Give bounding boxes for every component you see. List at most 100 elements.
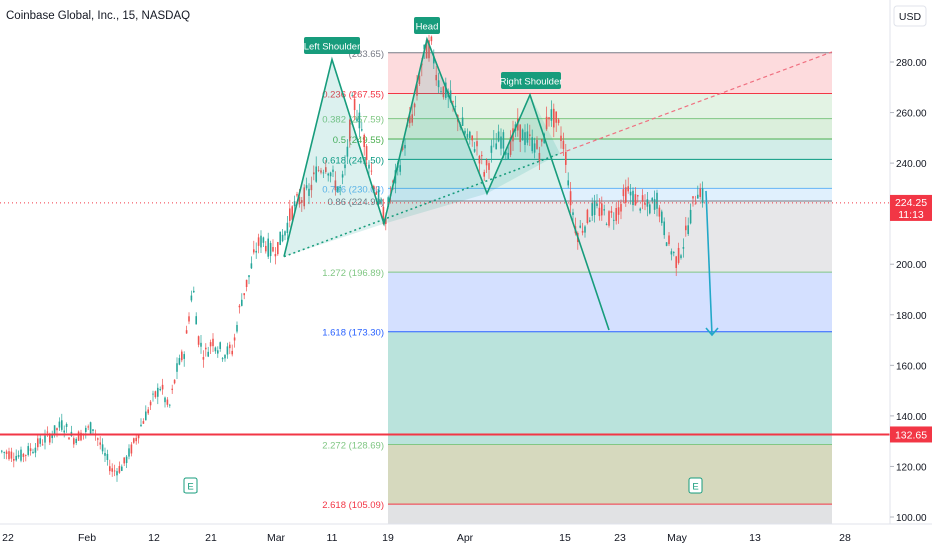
candle-body [632,190,634,206]
candle-body [195,316,197,325]
candle-body [509,137,512,155]
candle-body [61,420,63,430]
candle-body [169,404,171,406]
right-shoulder-label[interactable]: Right Shoulder [500,72,563,89]
candle-body [339,186,341,188]
left-shoulder-text: Left Shoulder [304,42,361,53]
candle-body [13,458,15,461]
candle-body [433,55,435,64]
candle-body [73,438,75,445]
candle-body [293,201,296,207]
candle-body [317,169,320,171]
candle-body [399,165,401,172]
candle-body [653,199,656,210]
candle-body [77,431,80,441]
projection-arrow-line [705,190,713,336]
left-shoulder-fill [284,59,384,257]
candle-body [557,119,560,123]
chart-title: Coinbase Global, Inc., 15, NASDAQ [6,10,190,22]
fib-zone [388,504,832,524]
head-label[interactable]: Head [414,17,440,34]
candle-body [145,411,147,421]
candle-body [41,444,44,446]
candle-body [586,209,589,223]
candle-body [260,235,262,248]
candle-body [315,166,317,182]
head-text: Head [416,22,439,33]
candle-body [3,452,5,453]
candle-body [440,91,442,93]
fib-level-label: 2.272 (128.69) [322,440,384,451]
candle-body [104,452,106,456]
candle-body [87,426,89,428]
candle-body [449,90,452,102]
candle-body [483,171,485,177]
fib-level-label: 0.86 (224.99) [327,197,384,208]
y-tick-label: 260.00 [896,109,927,120]
candle-body [454,105,457,107]
candle-body [567,180,569,186]
candle-body [656,192,658,209]
candle-body [670,251,673,255]
candle-body [63,430,65,433]
neckline-extension [559,51,833,155]
fibonacci-zones [388,52,832,524]
candle-body [205,347,207,350]
x-axis[interactable]: 22 Feb 12 21 Mar 11 19 Apr 15 23 May 13 28 [2,532,851,544]
candle-body [603,209,605,211]
x-tick-label: 22 [2,532,14,544]
candle-body [687,225,689,235]
candle-body [10,451,13,459]
candle-body [250,263,253,269]
candle-body [159,388,161,391]
candle-body [75,438,77,444]
candle-body [639,208,641,211]
candle-body [197,336,200,345]
candle-body [689,209,692,224]
candle-body [694,203,697,205]
earnings-marker-1[interactable]: E [183,477,198,494]
horizontal-line-price: 132.65 [895,429,927,441]
x-tick-label: 13 [749,532,761,544]
candle-body [183,354,185,359]
candle-body [637,195,639,197]
candle-body [245,279,248,288]
candle-body [562,140,565,150]
candle-body [519,124,521,143]
candle-body [598,207,601,217]
horizontal-line-badge: 132.65 [890,426,932,443]
currency-button[interactable] [893,5,927,27]
candle-body [303,187,305,207]
candle-body [233,337,236,341]
left-shoulder-label[interactable]: Left Shoulder [304,37,361,54]
candle-body [613,219,615,221]
fib-level-label: 0.236 (267.55) [322,89,384,100]
candle-body [572,212,574,215]
fib-zone [388,93,832,119]
candle-body [644,203,646,205]
candle-body [627,186,629,192]
candle-body [536,140,538,149]
fib-level-label: 1.272 (196.89) [322,268,384,279]
candle-body [382,206,385,225]
candle-body [128,448,130,457]
candle-body [152,393,154,395]
candle-body [171,388,173,390]
candle-body [219,342,221,349]
candle-body [668,235,670,245]
candle-body [80,432,82,441]
candle-body [601,203,603,216]
candle-body [121,466,123,471]
earnings-marker-2[interactable]: E [688,477,703,494]
candle-body [493,138,495,140]
candle-body [701,188,704,204]
candle-body [555,111,557,123]
candle-body [545,116,548,130]
candle-body [25,454,27,456]
candle-body [529,134,531,136]
fib-level-label: (283.65) [349,49,384,60]
candle-body [416,84,418,96]
candle-body [697,194,699,199]
